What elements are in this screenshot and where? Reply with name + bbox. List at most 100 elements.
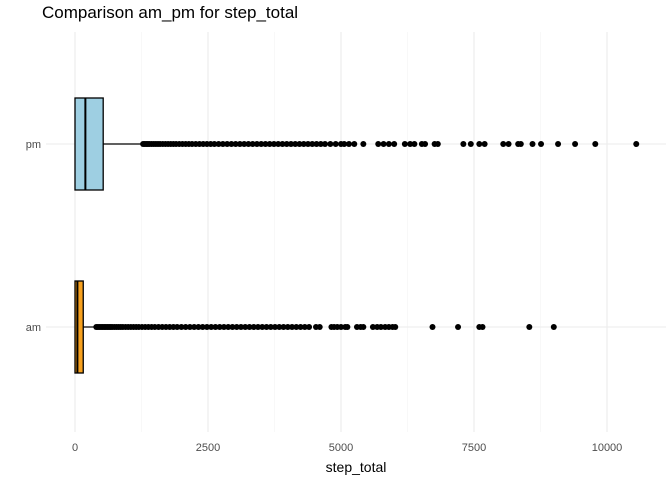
outlier-point-am (377, 324, 384, 330)
outlier-point-pm (322, 141, 329, 147)
outlier-point-pm (313, 141, 320, 147)
outlier-point-am (369, 324, 376, 330)
outlier-point-am (242, 324, 249, 330)
outlier-point-pm (296, 141, 303, 147)
outlier-point-am (550, 324, 557, 330)
outlier-point-pm (317, 141, 324, 147)
x-tick-label: 7500 (462, 442, 486, 454)
outlier-point-pm (434, 141, 441, 147)
outlier-point-am (237, 324, 244, 330)
outlier-point-pm (232, 141, 239, 147)
outlier-point-pm (305, 141, 312, 147)
outlier-point-pm (411, 141, 418, 147)
outlier-point-am (174, 324, 181, 330)
grid-lines (46, 32, 666, 432)
outlier-point-am (263, 324, 270, 330)
outlier-point-am (246, 324, 253, 330)
outlier-point-am (429, 324, 436, 330)
outlier-point-am (203, 324, 210, 330)
outlier-point-pm (270, 141, 277, 147)
outlier-point-pm (529, 141, 536, 147)
outlier-point-pm (287, 141, 294, 147)
outlier-point-am (255, 324, 262, 330)
outlier-point-am (289, 324, 296, 330)
outlier-point-pm (300, 141, 307, 147)
outlier-point-am (225, 324, 232, 330)
outlier-point-pm (215, 141, 222, 147)
outlier-point-pm (262, 141, 269, 147)
outlier-point-am (267, 324, 274, 330)
x-tick-label: 2500 (196, 442, 220, 454)
outlier-point-pm (228, 141, 235, 147)
outlier-point-am (212, 324, 219, 330)
outlier-point-pm (467, 141, 474, 147)
y-tick-label-pm: pm (26, 139, 41, 151)
outlier-point-pm (592, 141, 599, 147)
outlier-point-pm (224, 141, 231, 147)
outlier-point-am (276, 324, 283, 330)
outlier-point-pm (505, 141, 512, 147)
outlier-point-pm (500, 141, 507, 147)
outlier-point-pm (275, 141, 282, 147)
outlier-point-pm (572, 141, 579, 147)
outlier-point-pm (309, 141, 316, 147)
outlier-point-am (455, 324, 462, 330)
outlier-point-am (306, 324, 313, 330)
outlier-point-pm (385, 141, 392, 147)
outlier-point-pm (253, 141, 260, 147)
outlier-point-am (360, 324, 367, 330)
outlier-point-am (191, 324, 198, 330)
boxes (74, 97, 104, 374)
outlier-point-pm (476, 141, 483, 147)
outlier-point-am (250, 324, 257, 330)
outlier-point-pm (249, 141, 256, 147)
box-am (74, 280, 84, 374)
outlier-point-pm (241, 141, 248, 147)
outlier-point-pm (341, 141, 348, 147)
outlier-point-pm (279, 141, 286, 147)
outlier-point-pm (327, 141, 334, 147)
x-tick-label: 10000 (592, 442, 623, 454)
outlier-point-am (182, 324, 189, 330)
outlier-point-am (316, 324, 323, 330)
outlier-point-pm (236, 141, 243, 147)
outlier-point-pm (375, 141, 382, 147)
outlier-point-am (178, 324, 185, 330)
outlier-point-pm (538, 141, 545, 147)
outlier-point-am (338, 324, 344, 330)
outlier-point-pm (407, 141, 414, 147)
outlier-point-pm (266, 141, 273, 147)
outliers (93, 141, 640, 330)
outlier-point-am (220, 324, 227, 330)
outlier-point-am (284, 324, 291, 330)
outlier-point-pm (332, 141, 339, 147)
outlier-point-pm (481, 141, 488, 147)
outlier-point-pm (219, 141, 226, 147)
outlier-point-pm (345, 141, 352, 147)
outlier-point-pm (633, 141, 640, 147)
x-axis-ticks: 0 2500 5000 7500 10000 (72, 442, 622, 454)
outlier-point-am (195, 324, 202, 330)
y-axis-ticks: am pm (26, 139, 41, 334)
outlier-point-am (392, 324, 399, 330)
outlier-point-pm (351, 141, 358, 147)
outlier-point-pm (555, 141, 562, 147)
outlier-point-am (297, 324, 304, 330)
outlier-point-pm (460, 141, 467, 147)
outlier-point-pm (391, 141, 398, 147)
outlier-point-am (233, 324, 240, 330)
x-axis-title: step_total (326, 459, 387, 475)
outlier-point-pm (401, 141, 408, 147)
outlier-point-am (229, 324, 236, 330)
outlier-point-pm (422, 141, 429, 147)
y-tick-label-am: am (26, 322, 41, 334)
outlier-point-am (293, 324, 300, 330)
box-pm (74, 97, 104, 191)
outlier-point-am (272, 324, 279, 330)
outlier-point-am (216, 324, 223, 330)
outlier-point-am (479, 324, 486, 330)
chart-title: Comparison am_pm for step_total (42, 3, 299, 22)
outlier-point-am (301, 324, 308, 330)
outlier-point-pm (245, 141, 252, 147)
